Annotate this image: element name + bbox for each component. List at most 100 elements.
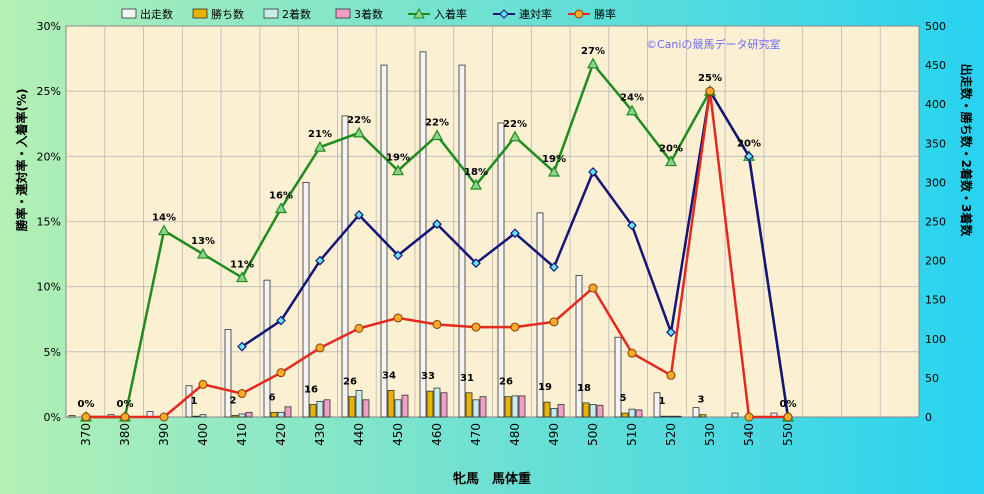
bar-勝ち数 — [192, 415, 200, 418]
x-axis-tick-label: 490 — [547, 423, 561, 446]
bar-2着数 — [433, 387, 441, 418]
bar-2着数 — [550, 407, 558, 418]
bar-勝ち数 — [543, 401, 551, 418]
bar-value-label: 16 — [304, 384, 318, 395]
legend-marker — [574, 9, 584, 19]
bar-出走数 — [263, 279, 271, 418]
marker-入着率 — [586, 57, 600, 69]
marker-勝率 — [120, 412, 130, 422]
line-value-label: 14% — [152, 213, 176, 224]
line-value-label: 0% — [78, 399, 95, 410]
marker-勝率 — [81, 412, 91, 422]
bar-value-label: 26 — [499, 377, 513, 388]
x-axis-tick-label: 440 — [352, 423, 366, 446]
bar-出走数 — [536, 212, 544, 418]
bar-3着数 — [596, 404, 604, 418]
x-axis-tick-label: 480 — [508, 423, 522, 446]
x-axis-label: 牝馬 馬体重 — [453, 471, 531, 487]
line-value-label: 22% — [503, 119, 527, 130]
marker-連対率 — [666, 327, 676, 338]
left-axis-tick-label: 5% — [44, 346, 61, 359]
bar-2着数 — [589, 404, 597, 418]
marker-連対率 — [393, 250, 403, 261]
legend-marker — [499, 9, 509, 19]
bar-出走数 — [497, 122, 505, 418]
legend-label: 2着数 — [282, 7, 311, 21]
legend-label: 勝ち数 — [211, 7, 244, 21]
bar-value-label: 34 — [382, 370, 396, 381]
bar-2着数 — [238, 413, 246, 418]
x-axis-ticks: 370 380 390 400 410 420 430 440 450 460 470 480 490 5… — [79, 423, 795, 446]
left-axis-tick-label: 10% — [37, 281, 61, 294]
bar-勝ち数 — [660, 415, 668, 418]
x-axis-tick-label: 540 — [742, 423, 756, 446]
marker-連対率 — [315, 255, 325, 266]
x-axis-tick-label: 420 — [274, 423, 288, 446]
bar-出走数 — [614, 336, 622, 418]
right-axis-tick-label: 200 — [925, 255, 946, 268]
bar-2着数 — [199, 414, 207, 418]
bar-value-label: 2 — [230, 395, 237, 406]
bar-value-label: 1 — [659, 396, 666, 407]
right-axis-tick-label: 0 — [925, 411, 932, 424]
line-labels-group: 0% 0% 14% 13% 11% 16% 21% 22% 19% 22% 18% 22% 19% 27%… — [78, 46, 797, 410]
marker-勝率 — [471, 322, 481, 332]
bar-出走数 — [458, 64, 466, 418]
bar-勝ち数 — [465, 392, 473, 418]
marker-連対率 — [744, 151, 754, 162]
x-axis-tick-label: 410 — [235, 423, 249, 446]
marker-勝率 — [627, 348, 637, 358]
marker-勝率 — [666, 370, 676, 380]
x-axis-tick-label: 500 — [586, 423, 600, 446]
x-axis-tick-label: 400 — [196, 423, 210, 446]
bar-出走数 — [575, 275, 583, 418]
bar-3着数 — [440, 392, 448, 418]
left-axis-ticks: 0% 5% 10% 15% 20% 25% 30% — [37, 20, 61, 424]
line-value-label: 18% — [464, 167, 488, 178]
left-axis-tick-label: 25% — [37, 85, 61, 98]
left-axis-tick-label: 0% — [44, 411, 61, 424]
bar-勝ち数 — [348, 396, 356, 418]
marker-入着率 — [196, 247, 210, 259]
bar-勝ち数 — [426, 390, 434, 418]
marker-入着率 — [508, 130, 522, 142]
marker-勝率 — [159, 412, 169, 422]
legend-marker — [413, 7, 425, 19]
bar-出走数 — [302, 181, 310, 418]
line-markers-group — [79, 57, 795, 422]
marker-連対率 — [588, 167, 598, 177]
bar-2着数 — [355, 390, 363, 418]
bar-出走数 — [731, 412, 739, 418]
bar-勝ち数 — [504, 396, 512, 418]
right-axis-tick-label: 500 — [925, 20, 946, 33]
marker-勝率 — [354, 323, 364, 333]
right-axis-tick-label: 300 — [925, 176, 946, 189]
x-axis-tick-label: 460 — [430, 423, 444, 446]
left-axis-tick-label: 20% — [37, 150, 61, 163]
marker-連対率 — [276, 315, 286, 326]
marker-入着率 — [352, 126, 366, 138]
grid-lines — [66, 26, 919, 417]
bar-value-label: 18 — [577, 383, 591, 394]
bar-2着数 — [316, 400, 324, 418]
marker-勝率 — [783, 412, 793, 422]
bar-value-label: 6 — [269, 392, 276, 403]
right-axis-tick-label: 150 — [925, 294, 946, 307]
legend-swatch — [263, 8, 279, 19]
legend-label: 連対率 — [519, 7, 552, 21]
legend-swatch — [192, 8, 208, 19]
line-value-label: 22% — [425, 117, 449, 128]
legend: 出走数 勝ち数 2着数 3着数 入着率 連対率 勝率 — [121, 7, 616, 21]
marker-勝率 — [588, 283, 598, 293]
marker-連対率 — [237, 341, 247, 352]
right-axis-tick-label: 100 — [925, 333, 946, 346]
bar-3着数 — [284, 406, 292, 418]
watermark: ©Caniの競馬データ研究室 — [646, 37, 780, 51]
line-value-label: 27% — [581, 46, 605, 57]
bar-3着数 — [557, 404, 565, 418]
bar-3着数 — [245, 411, 253, 418]
legend-swatch — [121, 8, 137, 19]
x-axis-tick-label: 550 — [781, 423, 795, 446]
x-axis-tick-label: 520 — [664, 423, 678, 446]
